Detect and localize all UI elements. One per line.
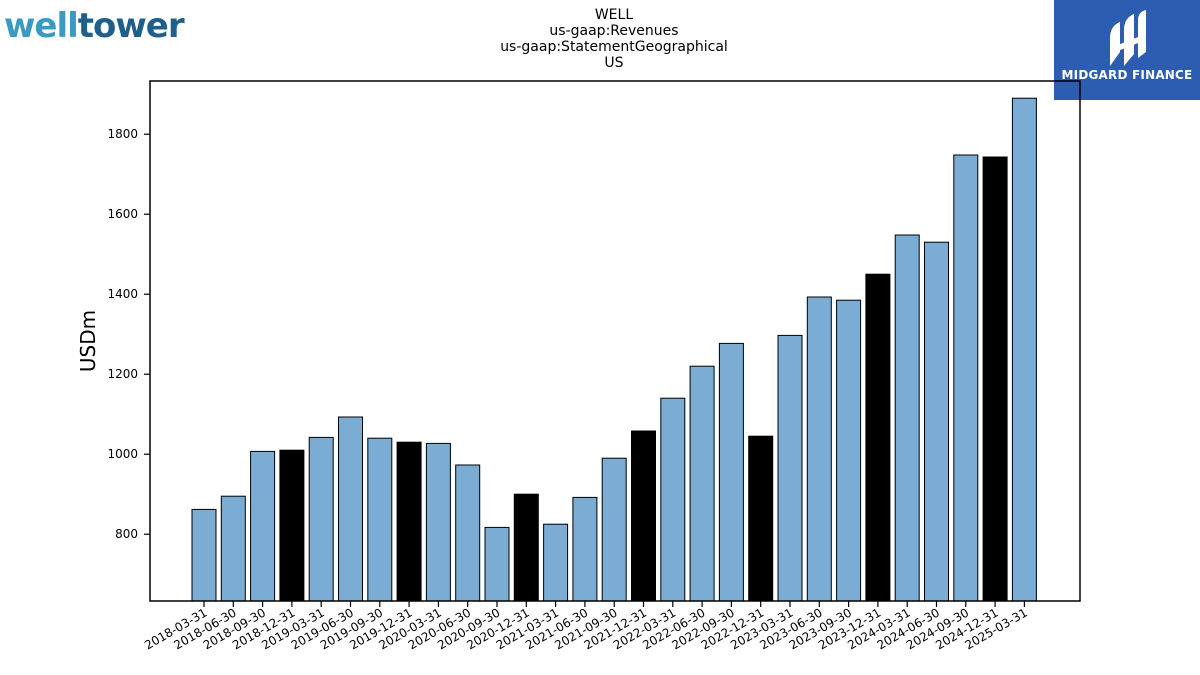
bar-2018-06-30 (220, 495, 246, 602)
title-line-1: WELL (594, 7, 634, 23)
bar-2019-09-30 (367, 437, 393, 602)
bar-2023-12-31 (865, 273, 891, 602)
midgard-mark-icon (1110, 10, 1146, 66)
y-tick-label-1400: 1400 (107, 287, 138, 301)
bar-2024-03-31 (894, 234, 920, 602)
bar-2021-09-30 (601, 457, 627, 602)
logo-left-part1: well (4, 6, 79, 46)
chart-title: WELL us-gaap:Revenues us-gaap:StatementG… (414, 7, 814, 71)
bar-2020-09-30 (484, 526, 510, 602)
bar-2022-12-31 (748, 435, 774, 602)
bar-2025-03-31 (1011, 97, 1037, 602)
bar-2024-09-30 (953, 154, 979, 602)
bar-2020-06-30 (455, 464, 481, 602)
y-tick-label-1000: 1000 (107, 447, 138, 461)
bar-2018-12-31 (279, 449, 305, 602)
title-line-4: US (604, 55, 624, 71)
title-line-3: us-gaap:StatementGeographical (500, 39, 728, 55)
bar-2022-09-30 (718, 342, 744, 602)
bar-2023-06-30 (806, 296, 832, 602)
y-tick-label-1800: 1800 (107, 127, 138, 141)
logo-right-name: MIDGARD FINANCE (1061, 68, 1193, 82)
y-tick-label-800: 800 (115, 527, 138, 541)
midgard-finance-logo: MIDGARD FINANCE (1054, 0, 1200, 100)
bar-2018-03-31 (191, 508, 217, 602)
bar-2019-12-31 (396, 441, 422, 602)
y-tick-label-1600: 1600 (107, 207, 138, 221)
bar-2023-09-30 (836, 299, 862, 602)
y-axis-label: USDm (76, 310, 100, 372)
bar-2019-06-30 (338, 416, 363, 602)
title-line-2: us-gaap:Revenues (549, 23, 679, 39)
bar-2020-03-31 (425, 442, 451, 602)
bar-2023-03-31 (777, 334, 803, 602)
y-tick-label-1200: 1200 (107, 367, 138, 381)
plot-frame (149, 80, 1081, 602)
bar-2020-12-31 (513, 493, 539, 602)
bar-2021-06-30 (572, 496, 598, 602)
bar-2024-06-30 (924, 241, 949, 602)
bar-2021-12-31 (631, 430, 656, 602)
bar-2022-03-31 (660, 397, 686, 602)
logo-left-part2: tower (77, 6, 185, 46)
bar-2018-09-30 (250, 450, 276, 602)
bar-2019-03-31 (308, 436, 334, 602)
welltower-logo: welltower (4, 2, 185, 50)
bar-2021-03-31 (543, 523, 569, 602)
bar-2024-12-31 (982, 156, 1008, 602)
bar-2022-06-30 (689, 365, 715, 602)
